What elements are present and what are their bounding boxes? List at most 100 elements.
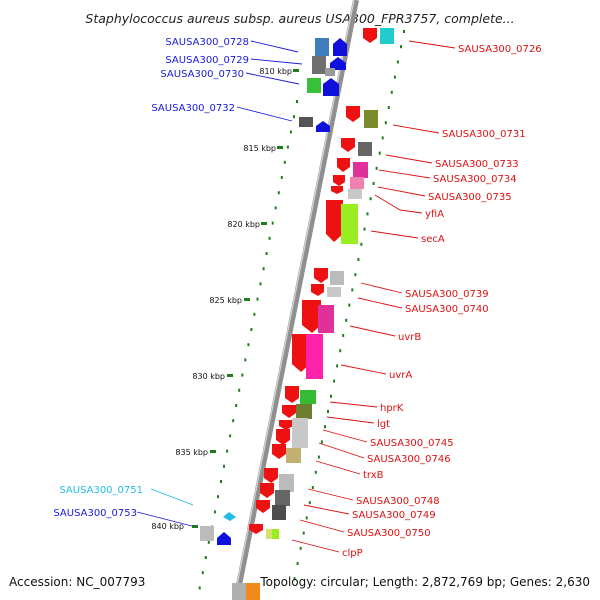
gene-label[interactable]: SAUSA300_0732 xyxy=(151,103,235,114)
gene-block[interactable] xyxy=(353,162,368,178)
gene-block[interactable] xyxy=(306,334,323,379)
leader-line-highlight xyxy=(150,488,194,506)
leader-lines-left xyxy=(136,40,303,527)
leader-lines-right xyxy=(291,40,456,553)
gene-label[interactable]: SAUSA300_0750 xyxy=(347,528,431,539)
gene-block[interactable] xyxy=(272,505,286,520)
gene-label[interactable]: SAUSA300_0730 xyxy=(160,69,244,80)
track-dot xyxy=(375,166,378,170)
gene-block[interactable] xyxy=(330,271,344,285)
gene-label[interactable]: hprK xyxy=(380,403,404,414)
track-dot xyxy=(201,571,204,575)
gene-arrow[interactable] xyxy=(323,78,339,96)
gene-label[interactable]: SAUSA300_0735 xyxy=(428,192,512,203)
track-dot xyxy=(357,258,360,261)
track-dot xyxy=(396,60,399,64)
gene-label[interactable]: SAUSA300_0746 xyxy=(367,454,451,465)
gene-arrow[interactable] xyxy=(363,28,377,43)
gene-arrow[interactable] xyxy=(285,386,299,403)
gene-arrow[interactable] xyxy=(260,483,274,498)
gene-label[interactable]: uvrA xyxy=(389,370,412,381)
gene-arrow[interactable] xyxy=(314,268,328,283)
gene-label[interactable]: SAUSA300_0728 xyxy=(165,37,249,48)
gene-arrow[interactable] xyxy=(272,444,286,459)
gene-arrow[interactable] xyxy=(331,186,343,194)
gene-block[interactable] xyxy=(292,418,308,448)
gene-block[interactable] xyxy=(312,56,326,74)
gene-label[interactable]: uvrB xyxy=(398,332,421,343)
gene-label[interactable]: SAUSA300_0731 xyxy=(442,129,526,140)
gene-block[interactable] xyxy=(286,448,301,463)
gene-label[interactable]: lgt xyxy=(377,419,390,430)
gene-arrow[interactable] xyxy=(333,175,345,186)
gene-arrow[interactable] xyxy=(337,158,350,172)
gene-block[interactable] xyxy=(275,490,290,506)
gene-block[interactable] xyxy=(200,526,214,541)
track-dot xyxy=(213,510,216,514)
gene-arrow[interactable] xyxy=(217,532,231,545)
leader-line xyxy=(392,124,440,134)
gene-arrow[interactable] xyxy=(276,429,290,445)
track-dot xyxy=(289,130,292,134)
gene-block[interactable] xyxy=(266,529,272,539)
gene-arrow[interactable] xyxy=(264,468,278,483)
gene-label[interactable]: SAUSA300_0753 xyxy=(53,508,137,519)
gene-block[interactable] xyxy=(341,204,358,244)
leader-line xyxy=(303,504,350,515)
gene-block[interactable] xyxy=(348,189,362,199)
gene-label[interactable]: SAUSA300_0726 xyxy=(458,44,542,55)
gene-block[interactable] xyxy=(232,583,246,600)
gene-label[interactable]: SAUSA300_0749 xyxy=(352,510,436,521)
gene-arrow[interactable] xyxy=(223,512,236,521)
gene-arrow[interactable] xyxy=(346,106,360,122)
gene-arrow[interactable] xyxy=(249,524,263,534)
gene-block[interactable] xyxy=(358,142,372,156)
gene-block[interactable] xyxy=(300,390,316,404)
leader-line xyxy=(326,416,375,424)
gene-block[interactable] xyxy=(279,474,294,492)
gene-arrow[interactable] xyxy=(330,57,346,70)
gene-arrow[interactable] xyxy=(326,200,343,242)
gene-label[interactable]: SAUSA300_0745 xyxy=(370,438,454,449)
gene-block[interactable] xyxy=(315,38,329,56)
gene-arrow[interactable] xyxy=(256,500,270,513)
gene-label[interactable]: clpP xyxy=(342,548,363,559)
gene-label[interactable]: SAUSA300_0733 xyxy=(435,159,519,170)
gene-arrow[interactable] xyxy=(279,420,293,430)
gene-block[interactable] xyxy=(325,68,335,76)
gene-block[interactable] xyxy=(307,78,321,93)
gene-arrow[interactable] xyxy=(311,284,324,296)
gene-arrow[interactable] xyxy=(292,334,310,372)
gene-arrow[interactable] xyxy=(333,38,347,56)
gene-block[interactable] xyxy=(246,583,260,600)
track-dots-left xyxy=(198,100,298,590)
gene-arrow[interactable] xyxy=(316,121,330,132)
track-dot xyxy=(274,206,277,210)
gene-block[interactable] xyxy=(380,28,394,44)
gene-block[interactable] xyxy=(299,117,313,127)
track-dot xyxy=(250,328,253,331)
gene-label[interactable]: trxB xyxy=(363,470,384,481)
leader-line xyxy=(408,40,456,49)
gene-block[interactable] xyxy=(318,305,334,333)
gene-arrow[interactable] xyxy=(282,405,296,418)
gene-arrow[interactable] xyxy=(302,300,321,333)
gene-label[interactable]: SAUSA300_0739 xyxy=(405,289,489,300)
leader-line xyxy=(357,297,403,309)
gene-label[interactable]: SAUSA300_0734 xyxy=(433,174,517,185)
gene-label[interactable]: yfiA xyxy=(425,209,444,220)
kbp-tick-label: 830 kbp xyxy=(192,372,225,381)
gene-block[interactable] xyxy=(364,110,378,128)
gene-label[interactable]: SAUSA300_0748 xyxy=(356,496,440,507)
leader-line xyxy=(299,519,345,533)
gene-block[interactable] xyxy=(327,287,341,297)
gene-block[interactable] xyxy=(272,529,279,539)
gene-block[interactable] xyxy=(350,177,364,189)
gene-arrow[interactable] xyxy=(341,138,355,152)
gene-block[interactable] xyxy=(296,404,312,419)
gene-label-highlight[interactable]: SAUSA300_0751 xyxy=(59,485,143,496)
track-dot xyxy=(217,495,219,499)
gene-label[interactable]: secA xyxy=(421,234,445,245)
gene-label[interactable]: SAUSA300_0729 xyxy=(165,55,249,66)
gene-label[interactable]: SAUSA300_0740 xyxy=(405,304,489,315)
